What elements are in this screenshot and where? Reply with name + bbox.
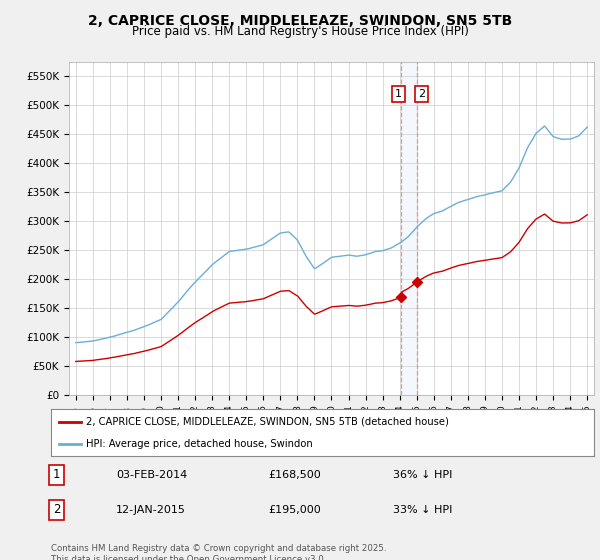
Text: 2: 2 — [53, 503, 60, 516]
Text: Price paid vs. HM Land Registry's House Price Index (HPI): Price paid vs. HM Land Registry's House … — [131, 25, 469, 38]
Text: 36% ↓ HPI: 36% ↓ HPI — [393, 470, 452, 479]
Text: 03-FEB-2014: 03-FEB-2014 — [116, 470, 187, 479]
Text: 2, CAPRICE CLOSE, MIDDLELEAZE, SWINDON, SN5 5TB (detached house): 2, CAPRICE CLOSE, MIDDLELEAZE, SWINDON, … — [86, 417, 449, 427]
Text: 1: 1 — [53, 468, 60, 481]
Text: Contains HM Land Registry data © Crown copyright and database right 2025.
This d: Contains HM Land Registry data © Crown c… — [51, 544, 386, 560]
Bar — [401, 62, 417, 395]
Text: 12-JAN-2015: 12-JAN-2015 — [116, 505, 186, 515]
Text: 1: 1 — [395, 89, 402, 99]
Text: 2, CAPRICE CLOSE, MIDDLELEAZE, SWINDON, SN5 5TB: 2, CAPRICE CLOSE, MIDDLELEAZE, SWINDON, … — [88, 14, 512, 28]
Text: 2: 2 — [418, 89, 425, 99]
Text: 33% ↓ HPI: 33% ↓ HPI — [393, 505, 452, 515]
Text: £195,000: £195,000 — [268, 505, 321, 515]
Text: £168,500: £168,500 — [268, 470, 321, 479]
Text: HPI: Average price, detached house, Swindon: HPI: Average price, detached house, Swin… — [86, 438, 313, 449]
